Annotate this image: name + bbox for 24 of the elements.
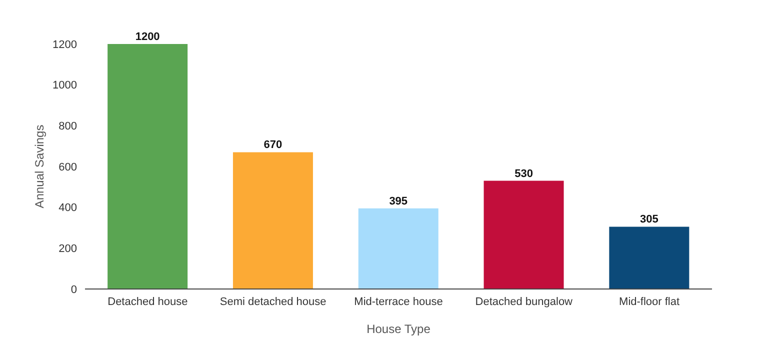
x-axis-title: House Type: [366, 322, 431, 336]
y-tick-label: 800: [58, 120, 77, 133]
x-tick-label: Semi detached house: [220, 296, 326, 308]
bar: [108, 44, 188, 289]
x-tick-label: Mid-terrace house: [354, 296, 443, 308]
bar: [484, 180, 564, 289]
bar: [609, 226, 690, 289]
data-label: 530: [514, 168, 533, 180]
y-axis-title: Annual Savings: [32, 124, 46, 208]
y-tick-label: 200: [58, 243, 77, 256]
y-tick-label: 1200: [52, 38, 77, 51]
bar: [232, 152, 313, 289]
y-tick-label: 1000: [52, 80, 77, 92]
x-tick-label: Detached bungalow: [475, 296, 573, 308]
bar: [358, 208, 438, 289]
y-tick-label: 600: [58, 161, 77, 174]
data-label: 305: [640, 214, 658, 226]
data-label: 395: [389, 195, 408, 208]
y-tick-label: 0: [70, 284, 77, 296]
data-label: 1200: [135, 31, 160, 43]
x-tick-label: Mid-floor flat: [619, 296, 680, 308]
y-tick-label: 400: [58, 202, 77, 214]
data-label: 670: [264, 139, 282, 152]
x-tick-label: Detached house: [108, 296, 188, 308]
